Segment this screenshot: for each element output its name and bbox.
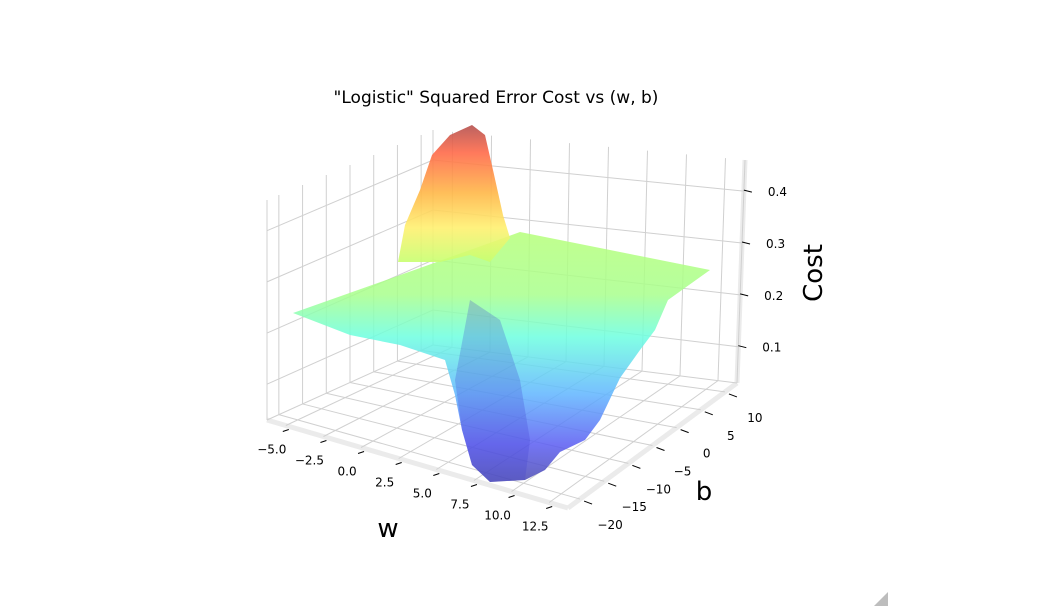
y-tick-mark	[680, 429, 689, 434]
y-tick-label: −20	[597, 518, 622, 532]
y-tick-label: −10	[646, 482, 671, 496]
x-tick-mark	[357, 451, 365, 454]
y-tick-mark	[728, 393, 738, 398]
x-axis-line	[266, 417, 569, 511]
y-tick-mark	[656, 447, 665, 451]
y-tick-label: 0	[703, 447, 711, 461]
x-tick-label: −5.0	[257, 443, 286, 457]
z-tick-label: 0.2	[764, 289, 783, 303]
x-tick-mark	[282, 429, 289, 432]
x-tick-mark	[320, 440, 327, 443]
chart-title: "Logistic" Squared Error Cost vs (w, b)	[334, 88, 659, 108]
x-tick-mark	[508, 495, 515, 498]
x-tick-label: 5.0	[413, 487, 432, 501]
grid-line	[266, 159, 434, 232]
z-tick-mark	[741, 241, 751, 245]
z-tick-label: 0.1	[762, 341, 781, 355]
surface-plateau-and-valley	[293, 232, 710, 482]
axes-ticks: −5.0 −2.5 0.0 2.5 5.0 7.5 10.0 12.5 10 5 0 −5−10 −15…	[257, 185, 787, 533]
grid-line	[302, 403, 605, 482]
x-tick-label: 10.0	[484, 509, 511, 523]
x-tick-mark	[470, 484, 478, 487]
surface-peak	[398, 125, 510, 262]
surface-valley-shade	[455, 300, 530, 482]
y-tick-label: −5	[674, 465, 692, 479]
x-tick-mark	[546, 506, 553, 509]
x-tick-mark	[395, 462, 402, 465]
x-tick-label: 2.5	[375, 476, 394, 490]
z-tick-label: 0.4	[768, 185, 787, 199]
z-axis-label: Cost	[799, 244, 829, 302]
y-tick-label: −15	[622, 500, 647, 514]
grid-line	[717, 158, 726, 381]
resize-handle-icon[interactable]	[874, 592, 888, 606]
y-tick-mark	[608, 482, 617, 487]
x-axis-label: w	[377, 514, 398, 544]
y-tick-mark	[583, 500, 593, 505]
grid-line	[278, 414, 581, 500]
grid-line	[266, 209, 434, 283]
grid-line	[736, 159, 746, 384]
z-tick-label: 0.3	[766, 237, 785, 251]
y-tick-label: 5	[727, 429, 735, 443]
x-tick-label: 0.0	[338, 465, 357, 479]
z-tick-mark	[738, 345, 747, 349]
z-tick-mark	[743, 189, 753, 193]
z-tick-mark	[740, 293, 749, 297]
y-tick-mark	[704, 411, 713, 416]
x-tick-label: 12.5	[522, 520, 549, 534]
y-tick-label: 10	[747, 411, 762, 425]
cost-surface	[293, 125, 710, 482]
x-tick-label: −2.5	[295, 454, 324, 468]
x-tick-mark	[433, 473, 440, 476]
y-tick-mark	[632, 464, 641, 469]
y-axis-label: b	[696, 477, 713, 507]
x-tick-label: 7.5	[450, 498, 469, 512]
